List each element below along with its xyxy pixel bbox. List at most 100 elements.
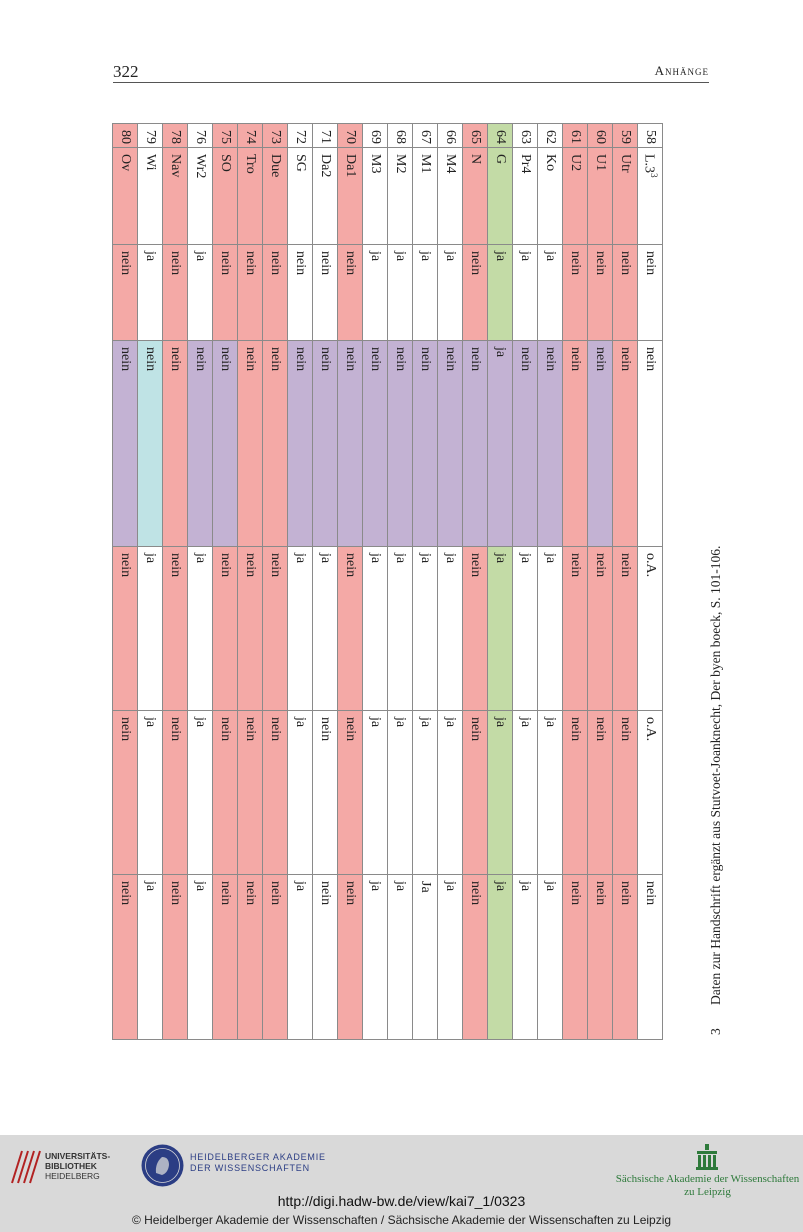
value-cell: ja	[362, 244, 388, 341]
value-cell: ja	[487, 874, 513, 1040]
value-cell: ja	[387, 244, 413, 341]
value-cell: nein	[612, 340, 638, 547]
value-cell: nein	[337, 340, 363, 547]
value-cell: ja	[437, 546, 463, 711]
value-cell: ja	[387, 546, 413, 711]
siglum-cell: SG	[287, 147, 313, 245]
row-number-cell: 69	[362, 123, 388, 148]
value-cell: ja	[287, 710, 313, 875]
row-number-cell: 62	[537, 123, 563, 148]
value-cell: ja	[537, 546, 563, 711]
value-cell: nein	[312, 874, 338, 1040]
header-cell: nein	[637, 874, 663, 1040]
ub-line-2: BIBLIOTHEK	[45, 1161, 97, 1171]
value-cell: ja	[187, 710, 213, 875]
value-cell: ja	[537, 874, 563, 1040]
row-number-cell: 80	[112, 123, 138, 148]
table-row: 60 U1 nein nein nein nein nein	[587, 123, 613, 1040]
table-row: 68 M2 ja nein ja ja ja	[387, 123, 413, 1040]
value-cell: nein	[562, 546, 588, 711]
table-row: 78 Nav nein nein nein nein nein	[162, 123, 188, 1040]
saxon-academy-name: Sächsische Akademie der Wissenschaften z…	[615, 1173, 800, 1199]
value-cell: ja	[512, 546, 538, 711]
value-cell: ja	[187, 244, 213, 341]
value-cell: nein	[362, 340, 388, 547]
siglum-cell: SO	[212, 147, 238, 245]
academy-seal-icon[interactable]	[140, 1143, 185, 1188]
value-cell: nein	[212, 244, 238, 341]
value-cell: ja	[487, 710, 513, 875]
value-cell: ja	[187, 546, 213, 711]
table-row: 72 SG nein nein ja ja ja	[287, 123, 313, 1040]
copyright-notice: © Heidelberger Akademie der Wissenschaft…	[131, 1213, 672, 1227]
value-cell: ja	[512, 710, 538, 875]
siglum-cell: Nav	[162, 147, 188, 245]
value-cell: ja	[412, 244, 438, 341]
siglum-cell: Wr2	[187, 147, 213, 245]
value-cell: nein	[187, 340, 213, 547]
value-cell: nein	[162, 874, 188, 1040]
university-library-name: UNIVERSITÄTS- BIBLIOTHEK HEIDELBERG	[45, 1151, 110, 1181]
value-cell: nein	[237, 546, 263, 711]
value-cell: nein	[462, 874, 488, 1040]
value-cell: nein	[237, 244, 263, 341]
row-number-cell: 64	[487, 123, 513, 148]
header-cell: L.33	[637, 147, 663, 245]
value-cell: nein	[137, 340, 163, 547]
header-cell: nein	[637, 244, 663, 341]
value-cell: nein	[212, 710, 238, 875]
value-cell: nein	[312, 244, 338, 341]
heidelberg-academy-name: HEIDELBERGER AKADEMIE DER WISSENSCHAFTEN	[190, 1152, 326, 1174]
value-cell: ja	[437, 244, 463, 341]
header-rule	[113, 82, 709, 83]
table-row: 62 Ko ja nein ja ja ja	[537, 123, 563, 1040]
value-cell: nein	[237, 340, 263, 547]
table-row: 80 Ov nein nein nein nein nein	[112, 123, 138, 1040]
row-number-cell: 63	[512, 123, 538, 148]
row-number-cell: 60	[587, 123, 613, 148]
manuscript-table: 58 L.33 nein nein o.A. o.A. nein 59 Utr ne…	[112, 123, 663, 1040]
value-cell: nein	[587, 244, 613, 341]
permalink-url[interactable]: http://digi.hadw-bw.de/view/kai7_1/0323	[277, 1193, 526, 1209]
value-cell: ja	[487, 546, 513, 711]
footnote-mark: 3	[708, 1028, 723, 1035]
value-cell: nein	[237, 874, 263, 1040]
siglum-cell: N	[462, 147, 488, 245]
table-row: 76 Wr2 ja nein ja ja ja	[187, 123, 213, 1040]
siglum-cell: Wi	[137, 147, 163, 245]
value-cell: nein	[262, 244, 288, 341]
value-cell: nein	[112, 874, 138, 1040]
value-cell: nein	[512, 340, 538, 547]
value-cell: ja	[137, 546, 163, 711]
running-head: Anhänge	[654, 63, 709, 78]
siglum-cell: Ko	[537, 147, 563, 245]
saxon-academy-building-icon[interactable]	[695, 1143, 719, 1171]
value-cell: ja	[412, 546, 438, 711]
value-cell: ja	[312, 546, 338, 711]
value-cell: nein	[287, 244, 313, 341]
value-cell: nein	[337, 710, 363, 875]
value-cell: nein	[112, 244, 138, 341]
table-row: 70 Da1 nein nein nein nein nein	[337, 123, 363, 1040]
university-library-logo[interactable]	[10, 1143, 120, 1187]
siglum-cell: Due	[262, 147, 288, 245]
value-cell: nein	[337, 874, 363, 1040]
siglum-cell: Da2	[312, 147, 338, 245]
value-cell: ja	[187, 874, 213, 1040]
row-number-cell: 61	[562, 123, 588, 148]
table-row: 63 Pr4 ja nein ja ja ja	[512, 123, 538, 1040]
value-cell: nein	[387, 340, 413, 547]
table-row: 79 Wi ja nein ja ja ja	[137, 123, 163, 1040]
value-cell: ja	[387, 874, 413, 1040]
table-row: 74 Tro nein nein nein nein nein	[237, 123, 263, 1040]
siglum-cell: Ov	[112, 147, 138, 245]
ub-line-3: HEIDELBERG	[45, 1171, 100, 1181]
siglum-cell: M1	[412, 147, 438, 245]
value-cell: ja	[287, 874, 313, 1040]
siglum-cell: Tro	[237, 147, 263, 245]
value-cell: nein	[337, 546, 363, 711]
row-number-cell: 75	[212, 123, 238, 148]
value-cell: nein	[587, 874, 613, 1040]
table-row: 69 M3 ja nein ja ja ja	[362, 123, 388, 1040]
